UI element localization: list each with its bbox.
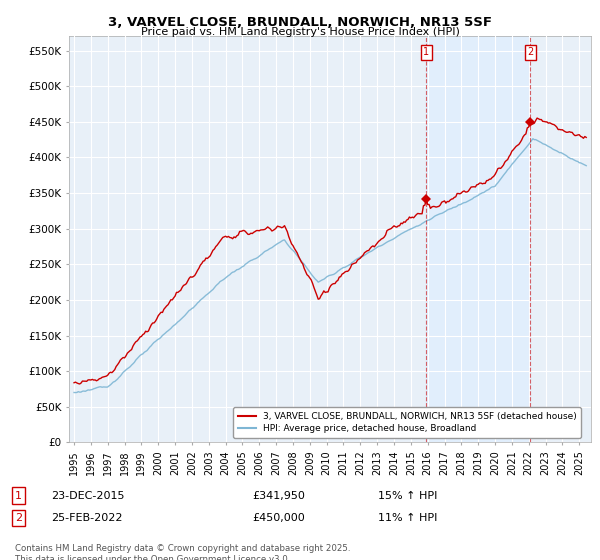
Text: 2: 2: [15, 513, 22, 523]
Text: 23-DEC-2015: 23-DEC-2015: [51, 491, 125, 501]
Text: 15% ↑ HPI: 15% ↑ HPI: [378, 491, 437, 501]
Text: 3, VARVEL CLOSE, BRUNDALL, NORWICH, NR13 5SF: 3, VARVEL CLOSE, BRUNDALL, NORWICH, NR13…: [108, 16, 492, 29]
Text: £450,000: £450,000: [252, 513, 305, 523]
Text: Price paid vs. HM Land Registry's House Price Index (HPI): Price paid vs. HM Land Registry's House …: [140, 27, 460, 37]
Text: Contains HM Land Registry data © Crown copyright and database right 2025.
This d: Contains HM Land Registry data © Crown c…: [15, 544, 350, 560]
Text: 25-FEB-2022: 25-FEB-2022: [51, 513, 122, 523]
Bar: [426, 36, 530, 442]
Legend: 3, VARVEL CLOSE, BRUNDALL, NORWICH, NR13 5SF (detached house), HPI: Average pric: 3, VARVEL CLOSE, BRUNDALL, NORWICH, NR13…: [233, 407, 581, 438]
Text: 1: 1: [15, 491, 22, 501]
Text: 11% ↑ HPI: 11% ↑ HPI: [378, 513, 437, 523]
Text: £341,950: £341,950: [252, 491, 305, 501]
Text: 1: 1: [423, 47, 430, 57]
Text: 2: 2: [527, 47, 533, 57]
